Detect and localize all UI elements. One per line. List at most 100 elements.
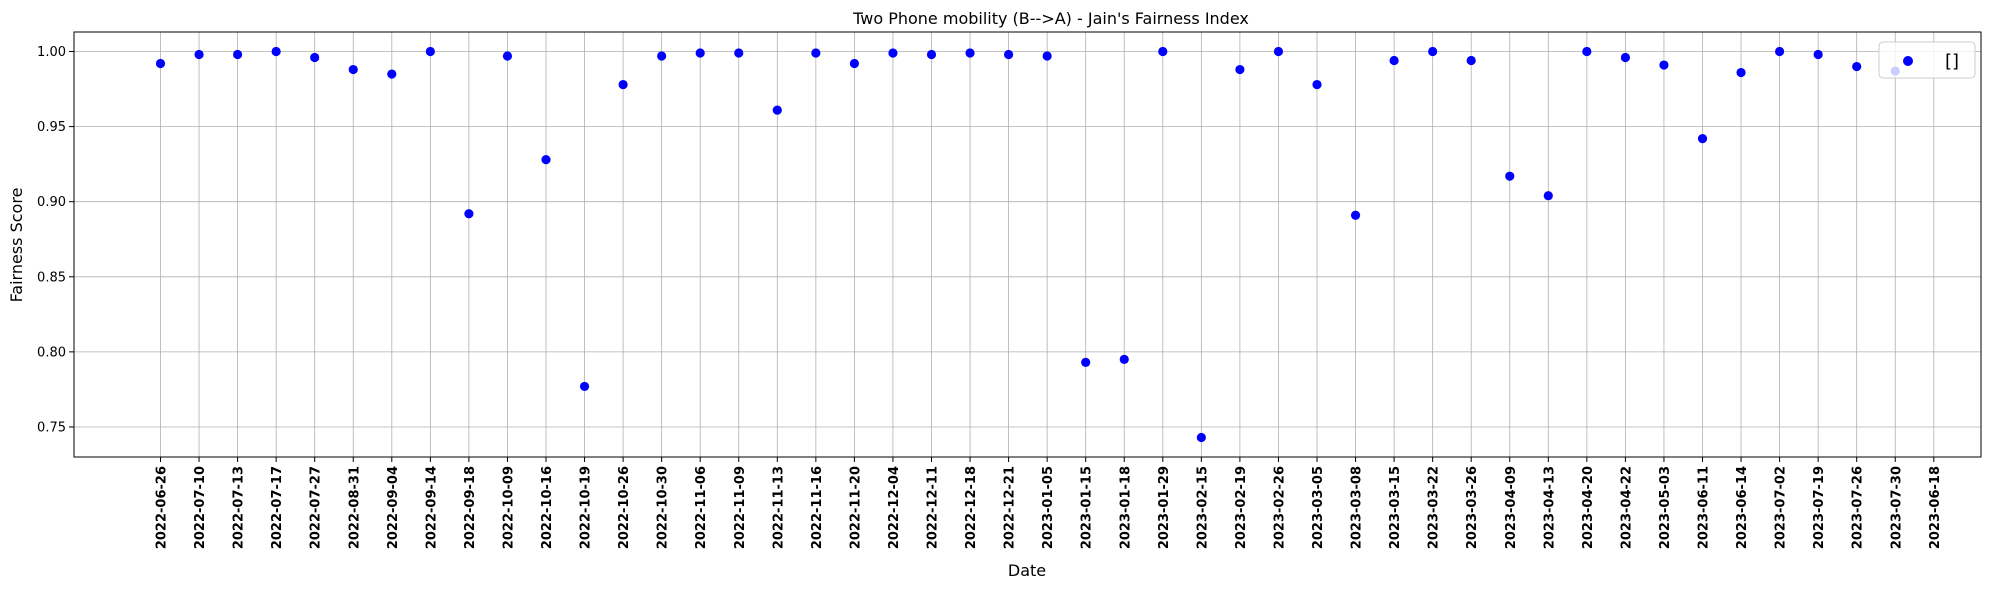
data-point [1852,61,1862,72]
grid-lines [74,32,1981,457]
data-point [1196,432,1206,443]
y-tick-label: 0.80 [37,345,66,360]
x-tick-label: 2022-09-14 [424,466,439,549]
data-point [1466,55,1476,66]
x-tick-label: 2023-03-05 [1311,466,1326,549]
x-tick-label: 2022-10-30 [656,466,671,549]
x-tick-label: 2023-03-26 [1465,466,1480,549]
x-tick-label: 2023-02-15 [1195,466,1210,549]
data-point [1620,52,1630,63]
x-tick-label: 2023-04-20 [1581,466,1596,549]
y-axis-label: Fairness Score [7,188,26,303]
y-tick-label: 0.75 [37,420,66,435]
y-tick-label: 0.95 [37,120,66,135]
data-point [1736,67,1746,78]
x-tick-label: 2023-01-15 [1080,466,1095,549]
data-point [271,46,281,57]
legend-box [1878,41,1976,79]
x-tick-label: 2023-01-29 [1157,466,1172,549]
data-point [695,48,705,58]
data-point [194,49,204,60]
x-axis-ticks: 2022-06-26 2022-07-10 2022-07-13 2022-07-17… [155,457,1943,549]
x-tick-label: 2022-11-20 [848,466,863,549]
data-point [425,46,435,57]
x-tick-label: 2022-09-04 [386,466,401,549]
data-point [541,155,551,165]
data-point [657,51,667,61]
data-point [888,48,898,58]
x-tick-label: 2022-07-27 [309,466,324,549]
x-tick-label: 2022-10-09 [501,466,516,549]
data-point [1659,60,1669,70]
data-point [926,49,937,60]
x-tick-label: 2023-07-19 [1812,466,1827,549]
x-tick-label: 2022-12-11 [926,466,941,549]
x-axis-label: Date [1008,561,1046,580]
data-point [1235,64,1245,75]
data-point [1775,46,1785,57]
data-point [1350,210,1361,220]
x-tick-label: 2022-10-19 [579,466,594,549]
x-tick-label: 2023-07-26 [1851,466,1866,549]
y-tick-label: 0.90 [37,195,66,210]
data-point [387,69,397,79]
x-tick-label: 2023-07-30 [1889,466,1904,549]
x-tick-label: 2022-10-26 [617,466,632,549]
x-tick-label: 2023-04-22 [1619,466,1634,549]
data-point [965,48,975,58]
legend-marker [1903,56,1913,66]
x-tick-label: 2022-12-18 [964,466,979,549]
data-point [1081,357,1091,367]
x-tick-label: 2023-04-13 [1542,466,1557,549]
data-point [618,79,628,90]
x-tick-label: 2022-12-21 [1003,466,1018,549]
data-point [1428,46,1438,57]
legend: [] [1878,41,1976,79]
data-point [811,48,821,58]
x-tick-label: 2022-12-04 [887,466,902,549]
x-tick-label: 2023-07-02 [1774,466,1789,549]
data-point [1119,354,1129,364]
data-point [579,381,590,392]
x-tick-label: 2023-03-08 [1350,466,1365,549]
data-point [1273,46,1284,57]
x-tick-label: 2023-06-18 [1928,466,1943,549]
legend-label: [] [1945,51,1959,72]
x-tick-label: 2023-02-19 [1234,466,1249,549]
x-tick-label: 2022-07-17 [270,466,285,549]
data-point [502,51,513,61]
x-tick-label: 2023-02-26 [1272,466,1287,549]
y-tick-label: 1.00 [37,45,66,60]
x-tick-label: 2022-11-16 [810,466,825,549]
data-point [1042,51,1052,61]
data-point [1543,191,1553,201]
x-tick-label: 2022-07-13 [232,466,247,549]
data-point [1389,55,1399,66]
data-points [155,46,1900,443]
data-point [348,64,358,75]
x-tick-label: 2023-06-14 [1735,466,1750,549]
data-point [1004,49,1014,60]
x-tick-label: 2023-01-05 [1041,466,1056,549]
x-tick-label: 2023-01-18 [1118,466,1133,549]
data-point [233,49,243,60]
y-tick-label: 0.85 [37,270,66,285]
x-tick-label: 2022-09-18 [463,466,478,549]
data-point [1158,46,1168,57]
data-point [849,58,860,69]
x-tick-label: 2022-06-26 [155,466,170,549]
data-point [464,209,474,219]
x-tick-label: 2022-10-16 [540,466,555,549]
x-tick-label: 2022-08-31 [347,466,362,549]
data-point [1697,134,1708,144]
data-point [1505,171,1515,181]
x-tick-label: 2022-07-10 [193,466,208,549]
x-tick-label: 2023-03-22 [1427,466,1442,549]
x-tick-label: 2022-11-13 [771,466,786,549]
x-tick-label: 2022-11-09 [733,466,748,549]
data-point [734,48,744,58]
plot-frame [73,31,1982,458]
data-point [1582,46,1592,57]
data-point [1312,79,1322,90]
